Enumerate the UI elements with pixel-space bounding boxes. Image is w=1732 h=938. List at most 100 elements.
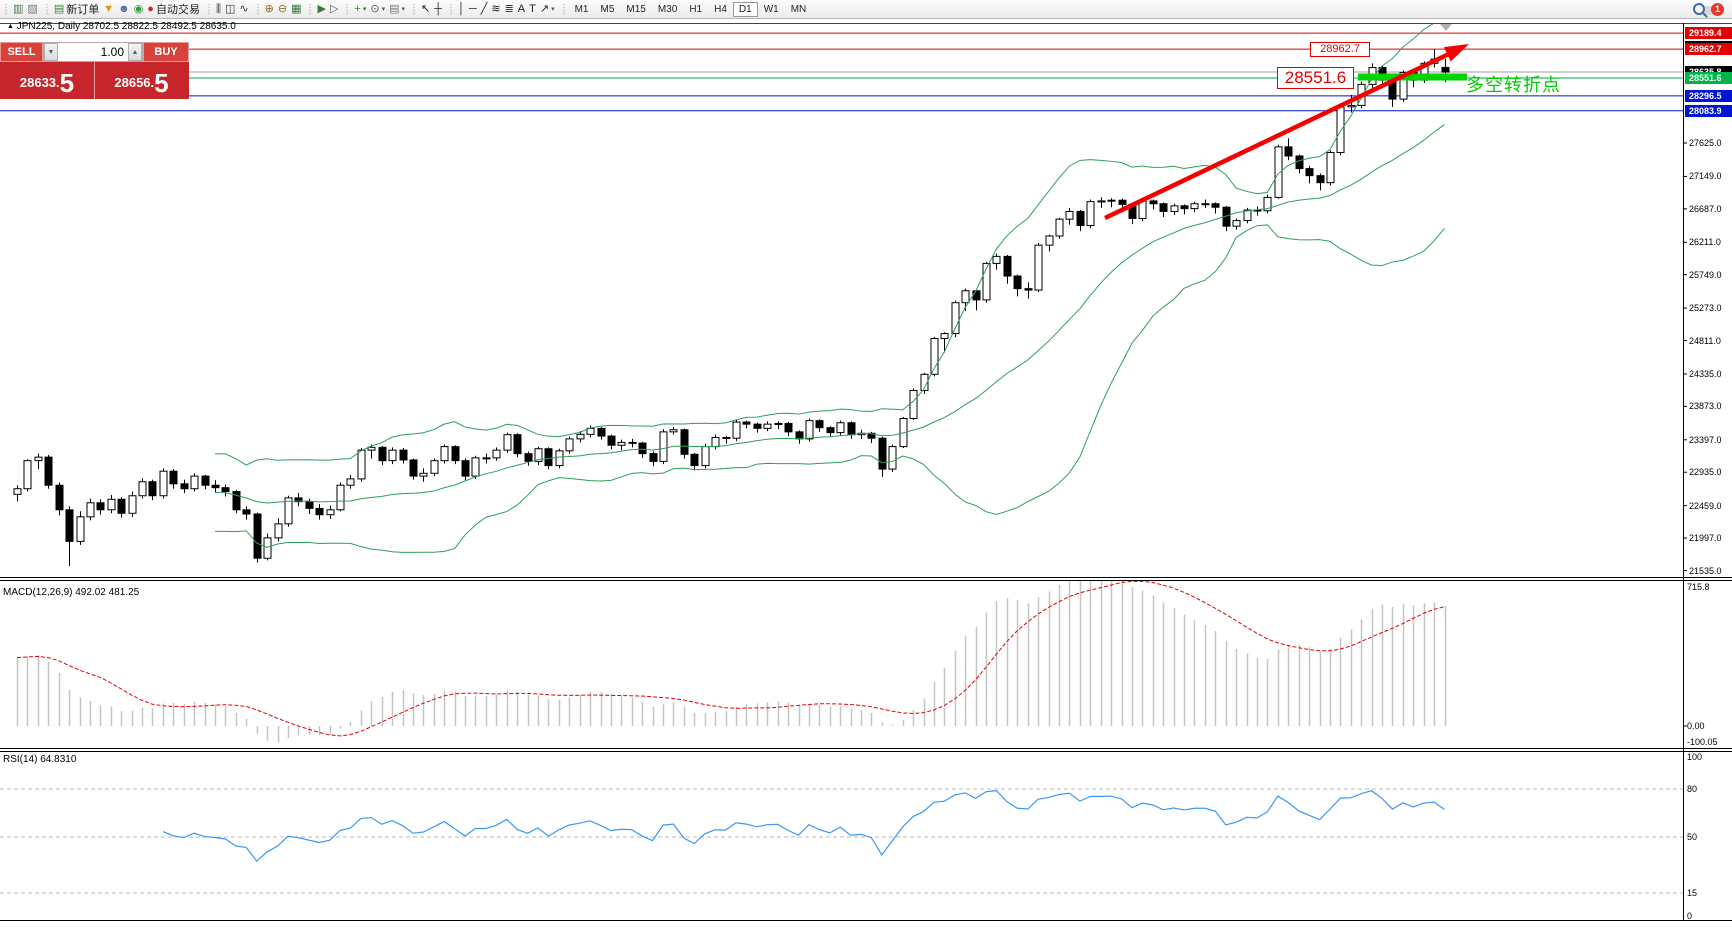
- horizontal-line-icon[interactable]: ─: [467, 2, 479, 17]
- text-label-icon[interactable]: T: [527, 2, 538, 17]
- chart-title-marker-icon: ▲: [7, 23, 14, 30]
- text-label-icon: T: [529, 2, 536, 15]
- chart-symbol: JPN225, Daily: [16, 21, 81, 32]
- crosshair-icon: ┼: [434, 2, 443, 15]
- signals-icon[interactable]: ◉: [132, 2, 146, 17]
- timeframe-h4[interactable]: H4: [714, 3, 727, 15]
- text-icon[interactable]: A: [516, 2, 527, 17]
- templates-icon[interactable]: ▤ ▾: [387, 2, 407, 17]
- toolbar-group: + ▾ ⊙ ▾ ▤ ▾: [343, 1, 410, 18]
- chart-shift-icon: ▷: [329, 2, 339, 15]
- periods-icon: ⊙: [370, 2, 380, 15]
- fibonacci-icon[interactable]: ≣: [503, 2, 516, 17]
- timeframe-group: M1 M5 M15 M30 H1 H4 D1 W1 MN: [560, 1, 816, 18]
- sell-price-main: 28633.: [19, 75, 60, 90]
- new-order-button[interactable]: ▤ 新订单: [52, 2, 101, 17]
- toolbar-group: │ ─ ╱ ≋ ≣ A T ↗ ▾: [447, 1, 560, 18]
- arrows-icon[interactable]: ↗ ▾: [538, 2, 557, 17]
- market-depth-icon[interactable]: ▼: [101, 2, 116, 17]
- timeframe-d1[interactable]: D1: [732, 1, 758, 17]
- text-icon: A: [517, 2, 526, 15]
- chevron-down-icon: ▾: [401, 6, 406, 13]
- crosshair-icon[interactable]: ┼: [432, 2, 444, 17]
- toolbar-group: ▤ 新订单 ▼ ☻ ◉ ● 自动交易: [43, 1, 205, 18]
- new-order-button-label: 新订单: [66, 4, 100, 16]
- autoscroll-icon[interactable]: ▶: [315, 2, 327, 17]
- chart-profiles-icon[interactable]: ▧: [25, 2, 39, 17]
- equidistant-channel-icon: ≋: [491, 2, 501, 15]
- candle-chart-icon[interactable]: ◫: [223, 2, 237, 17]
- buy-price-pips: 5: [154, 68, 169, 98]
- rsi-pane[interactable]: [0, 752, 1683, 920]
- support-price-annotation[interactable]: 28551.6: [1277, 67, 1354, 89]
- sell-price-pips: 5: [59, 68, 75, 98]
- timeframe-m5[interactable]: M5: [600, 3, 615, 15]
- autoscroll-icon: ▶: [317, 2, 326, 15]
- chart-ohlc-values: 28702.5 28822.5 28492.5 28635.0: [82, 21, 236, 32]
- cursor-icon[interactable]: ↖: [419, 2, 432, 17]
- periods-icon[interactable]: ⊙ ▾: [368, 2, 387, 17]
- zoom-in-icon: ⊕: [264, 2, 274, 15]
- bar-chart-icon: ⫼: [215, 2, 222, 15]
- macd-pane[interactable]: [0, 581, 1683, 748]
- toolbar-right: 1: [1693, 2, 1730, 16]
- volume-decrease-button[interactable]: ▼: [44, 43, 58, 61]
- timeframe-m1[interactable]: M1: [574, 3, 589, 15]
- line-chart-icon[interactable]: ∿: [237, 2, 250, 17]
- vertical-line-icon[interactable]: │: [456, 2, 467, 17]
- toolbar-group: ⊕ ⊖ ▦: [254, 1, 307, 18]
- community-icon[interactable]: ☻: [116, 2, 132, 17]
- buy-price-main: 28656.: [114, 75, 155, 90]
- arrows-icon: ↗: [539, 2, 550, 15]
- equidistant-channel-icon[interactable]: ≋: [489, 2, 502, 17]
- trendline-icon[interactable]: ╱: [479, 2, 490, 17]
- macd-indicator-label: MACD(12,26,9) 492.02 481.25: [3, 587, 140, 598]
- turning-point-label[interactable]: 多空转折点: [1466, 75, 1561, 95]
- autotrading-button-label: 自动交易: [155, 4, 200, 16]
- chevron-down-icon: ▾: [381, 6, 386, 13]
- sell-price[interactable]: 28633. 5: [0, 62, 94, 99]
- signals-icon: ◉: [133, 2, 144, 15]
- new-chart-icon[interactable]: ▥: [11, 2, 25, 17]
- buy-price[interactable]: 28656. 5: [94, 62, 188, 99]
- market-depth-icon: ▼: [103, 2, 115, 15]
- volume-input[interactable]: [58, 43, 128, 61]
- toolbar-group: ↖ ┼: [410, 1, 447, 18]
- timeframe-w1[interactable]: W1: [763, 3, 779, 15]
- zoom-out-icon[interactable]: ⊖: [276, 2, 289, 17]
- main-chart-pane[interactable]: [0, 23, 1683, 577]
- one-click-trading-panel: SELL ▼ ▲ BUY 28633.5 28656.5: [0, 42, 189, 99]
- sell-button[interactable]: SELL: [0, 42, 43, 62]
- toolbar-group: ▥ ▧: [2, 1, 43, 18]
- tile-windows-icon[interactable]: ▦: [289, 2, 303, 17]
- line-chart-icon: ∿: [239, 2, 249, 15]
- search-icon[interactable]: [1693, 3, 1705, 15]
- fibonacci-icon: ≣: [504, 2, 514, 15]
- buy-button[interactable]: BUY: [143, 42, 189, 62]
- toolbar-group: ⫼ ◫ ∿: [205, 1, 254, 18]
- toolbar: ▥ ▧ ▤ 新订单 ▼ ☻ ◉ ● 自动交易 ⫼ ◫ ∿ ⊕ ⊖ ▦ ▶ ▷ + ▾ ⊙ ▾ ▤ ▾ ↖ ┼ │ ─ ╱ ≋ ≣ A T ↗ ▾ M…: [0, 0, 1732, 19]
- zoom-in-icon[interactable]: ⊕: [263, 2, 276, 17]
- chart-area: [0, 19, 1732, 938]
- zoom-out-icon: ⊖: [277, 2, 288, 15]
- autotrading-button[interactable]: ● 自动交易: [145, 2, 202, 17]
- horizontal-line-icon: ─: [468, 2, 477, 15]
- volume-increase-button[interactable]: ▲: [128, 43, 142, 61]
- new-chart-icon: ▥: [13, 2, 24, 15]
- chevron-down-icon: ▾: [362, 6, 367, 13]
- vertical-line-icon: │: [458, 2, 465, 15]
- chart-title: ▲ JPN225, Daily 28702.5 28822.5 28492.5 …: [7, 21, 236, 32]
- timeframe-m15[interactable]: M15: [626, 3, 646, 15]
- new-order-button: ▤: [53, 2, 65, 15]
- indicators-icon[interactable]: + ▾: [352, 2, 368, 17]
- resistance-price-annotation[interactable]: 28962.7: [1310, 42, 1370, 57]
- bar-chart-icon[interactable]: ⫼: [214, 2, 223, 17]
- notification-badge[interactable]: 1: [1704, 2, 1724, 16]
- trendline-icon: ╱: [480, 2, 488, 15]
- timeframe-h1[interactable]: H1: [689, 3, 703, 15]
- timeframe-mn[interactable]: MN: [790, 3, 807, 15]
- rsi-indicator-label: RSI(14) 64.8310: [3, 754, 77, 765]
- timeframe-m30[interactable]: M30: [657, 3, 678, 15]
- candle-chart-icon: ◫: [225, 2, 236, 15]
- chart-shift-icon[interactable]: ▷: [328, 2, 340, 17]
